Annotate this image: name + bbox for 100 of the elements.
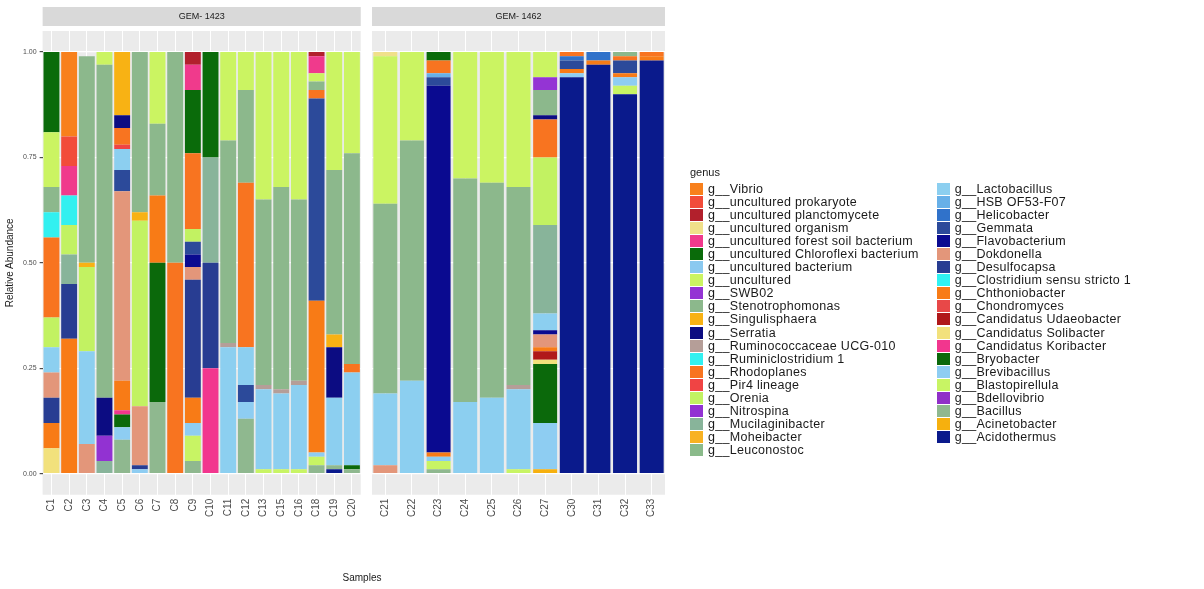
bar [373, 393, 398, 466]
bar [533, 351, 558, 360]
x-tick-label: C12 [239, 498, 251, 518]
x-tick-label: C16 [292, 498, 304, 518]
bar [43, 186, 60, 213]
bar [533, 334, 558, 348]
bar [61, 283, 78, 339]
legend-label: g__Rhodoplanes [708, 364, 807, 379]
bar [326, 170, 343, 335]
bar [559, 56, 584, 61]
x-tick-label: C18 [310, 498, 322, 518]
bar [167, 52, 184, 263]
bar [237, 52, 254, 91]
legend-label: g__uncultured Chloroflexi bacterium [708, 247, 919, 261]
bar [533, 347, 558, 352]
bar [43, 448, 60, 473]
bar [149, 262, 166, 402]
bar [426, 52, 451, 61]
bar [43, 372, 60, 398]
bar [78, 56, 95, 263]
x-tick-label: C15 [274, 498, 286, 518]
legend-label: g__Bdellovibrio [954, 391, 1045, 406]
bar [149, 195, 166, 263]
bar [343, 465, 360, 470]
bar [237, 347, 254, 386]
bar [78, 351, 95, 445]
x-tick-label: C25 [485, 498, 497, 518]
bar [131, 212, 148, 221]
legend-label: g__Mucilaginibacter [708, 417, 825, 432]
x-tick-label: C27 [538, 498, 550, 518]
bar [290, 469, 307, 473]
bar [131, 469, 148, 473]
legend-label: g__Desulfocapsa [954, 260, 1056, 275]
bar [61, 136, 78, 166]
bar [237, 401, 254, 419]
x-tick-label: C22 [405, 498, 417, 518]
bar [131, 220, 148, 407]
bar [639, 56, 664, 61]
legend-label: g__Candidatus Udaeobacter [954, 312, 1122, 327]
bar [506, 186, 531, 386]
bar [533, 157, 558, 225]
bar [43, 397, 60, 423]
legend-label: g__Nitrospina [708, 404, 790, 419]
bar [308, 98, 325, 301]
chart-title: GEM- 1462 [495, 10, 542, 21]
legend-label: g__Dokdonella [954, 247, 1042, 261]
bar [61, 195, 78, 225]
bar [78, 267, 95, 352]
legend-label: g__uncultured [708, 273, 792, 288]
legend-label: g__Stenotrophomonas [708, 299, 841, 314]
x-tick-label: C8 [168, 498, 180, 512]
bar [114, 191, 131, 381]
x-tick-label: C2 [62, 498, 74, 512]
bar [78, 262, 95, 268]
bar [479, 397, 504, 473]
bar [559, 73, 584, 78]
bar [184, 423, 201, 436]
bar [96, 64, 113, 398]
bar [373, 56, 398, 204]
bar [114, 427, 131, 440]
bar [586, 60, 611, 65]
bar [343, 363, 360, 373]
bar [586, 52, 611, 61]
bar [533, 52, 558, 78]
bar [184, 267, 201, 280]
bar [114, 414, 131, 428]
bar [639, 52, 664, 57]
bar [43, 423, 60, 449]
bar [326, 334, 343, 348]
bar [326, 469, 343, 473]
legend-label: g__Leuconostoc [708, 443, 804, 458]
legend-label: g__Candidatus Solibacter [954, 325, 1105, 340]
bar [343, 469, 360, 473]
legend-label: g__uncultured prokaryote [708, 194, 857, 209]
bar [220, 347, 237, 473]
bar [78, 444, 95, 473]
bar [399, 52, 424, 141]
x-tick-label: C3 [80, 498, 92, 512]
legend-label: g__Ruminiclostridium 1 [708, 351, 845, 366]
bar [426, 469, 451, 473]
bar [202, 52, 219, 158]
bar [114, 115, 131, 128]
bar [237, 90, 254, 183]
bar [533, 119, 558, 158]
bar [308, 456, 325, 466]
bar [290, 385, 307, 470]
legend-label: g__Brevibacillus [954, 364, 1051, 379]
bar [613, 85, 638, 95]
bar [506, 52, 531, 187]
bar [373, 52, 398, 57]
bar [399, 380, 424, 473]
x-tick-label: C26 [512, 498, 524, 518]
legend-label: g__Acinetobacter [954, 417, 1057, 432]
bar [426, 60, 451, 74]
legend-label: g__uncultured bacterium [708, 260, 853, 275]
bar [533, 224, 558, 314]
x-tick-label: C11 [221, 498, 233, 517]
bar [43, 347, 60, 373]
x-axis-title: Samples [342, 572, 382, 583]
bar [426, 85, 451, 453]
